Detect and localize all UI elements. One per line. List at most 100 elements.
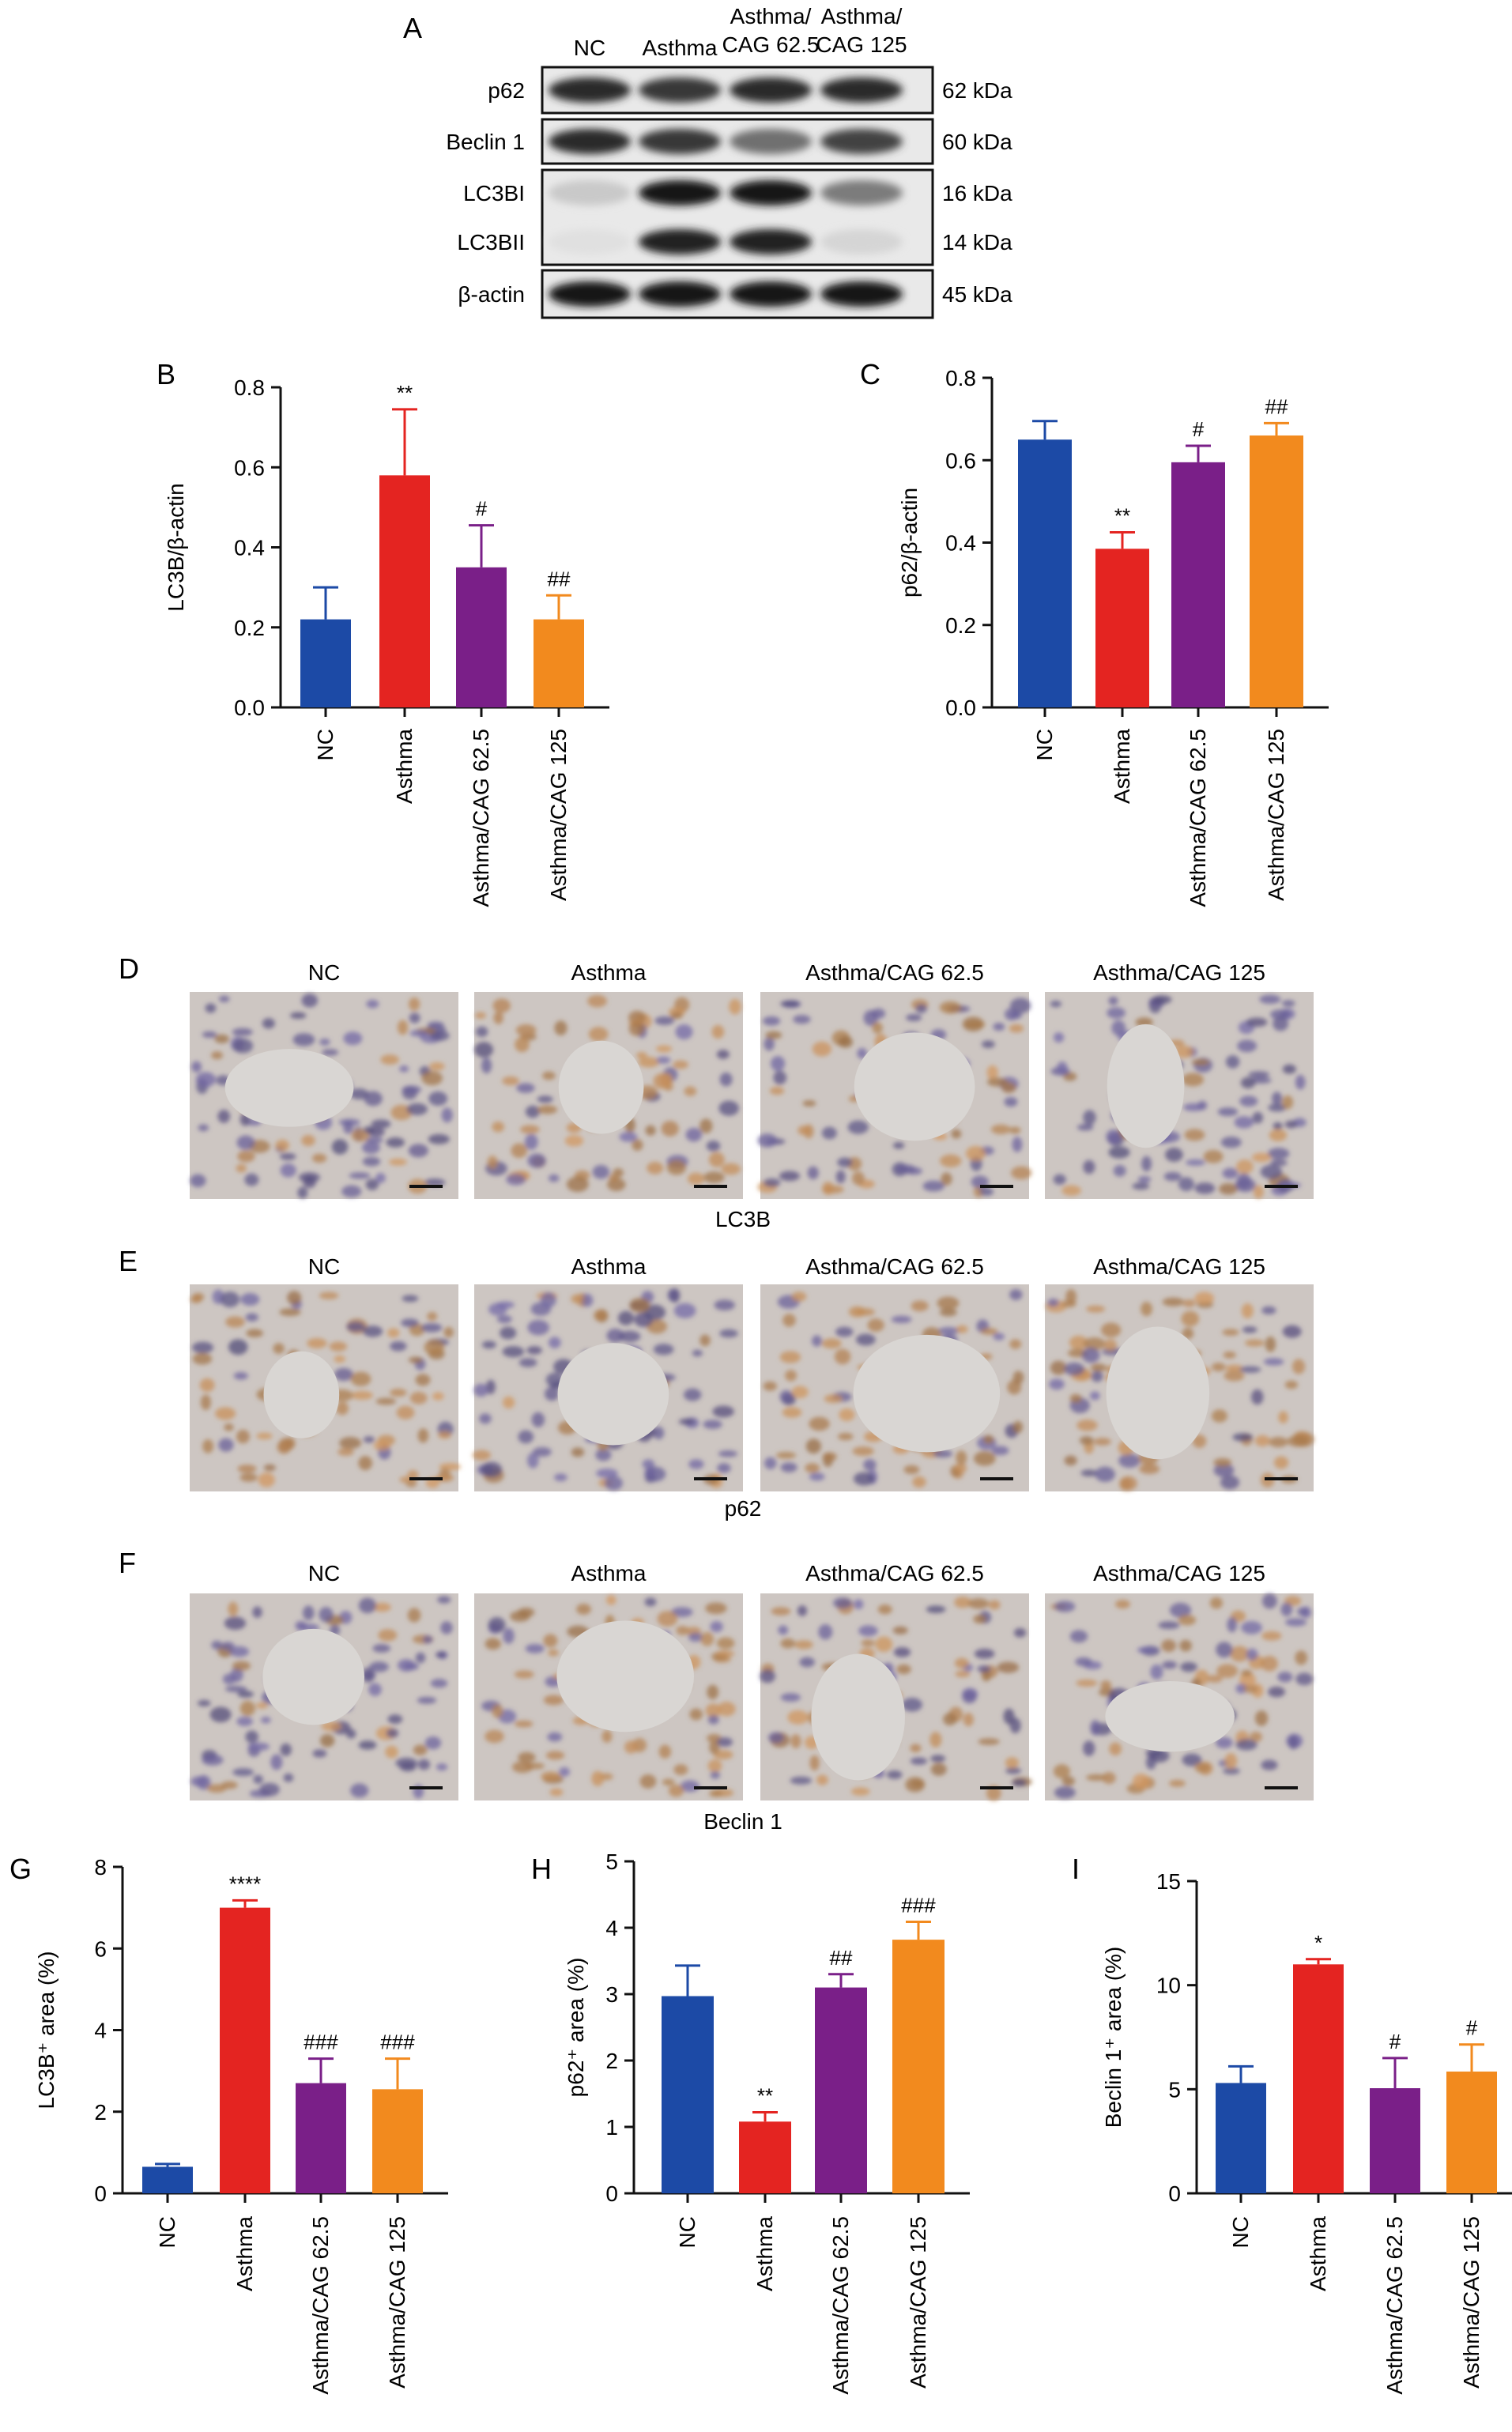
bar xyxy=(220,1907,270,2193)
ihc-stain-caption: Beclin 1 xyxy=(703,1809,782,1834)
panel-letter-h: H xyxy=(531,1853,552,1885)
panel-letter-c: C xyxy=(860,358,880,390)
ihc-scale-bar xyxy=(1265,1185,1298,1188)
y-tick-label: 4 xyxy=(605,1916,618,1940)
chart-c: 0.0 0.2 0.4 0.6 0.8 p62/β-actin NC ** Asthma # Ast… xyxy=(897,366,1329,907)
x-tick-label: NC xyxy=(155,2216,179,2248)
chart-i: 0 5 10 15 Beclin 1⁺ area (%) NC * Asthma # Asthma… xyxy=(1101,1869,1512,2395)
y-axis-label: Beclin 1⁺ area (%) xyxy=(1101,1947,1126,2128)
bar xyxy=(1370,2088,1420,2193)
significance-mark: ## xyxy=(830,1946,853,1970)
x-tick-label: Asthma/CAG 125 xyxy=(385,2216,409,2389)
significance-mark: ### xyxy=(304,2030,338,2054)
x-tick-label: Asthma/CAG 62.5 xyxy=(828,2216,853,2395)
blot-band xyxy=(549,281,631,307)
blot-band xyxy=(639,129,721,154)
ihc-airway-lumen xyxy=(853,1334,1001,1453)
chart-b: 0.0 0.2 0.4 0.6 0.8 LC3B/β-actin NC ** Asthma # As… xyxy=(164,375,609,907)
y-tick-label: 0.6 xyxy=(234,455,265,480)
bar xyxy=(1171,462,1225,707)
bar xyxy=(1216,2083,1266,2193)
panel-letter-i: I xyxy=(1072,1853,1080,1885)
significance-mark: ** xyxy=(1114,503,1130,527)
x-tick-label: Asthma/CAG 62.5 xyxy=(1382,2216,1407,2395)
blot-protein-label: p62 xyxy=(488,78,525,103)
panel-letter-e: E xyxy=(119,1245,138,1277)
y-tick-label: 0.8 xyxy=(234,375,265,400)
x-tick-label: Asthma xyxy=(1110,729,1134,804)
y-tick-label: 0.2 xyxy=(945,613,976,638)
blot-kda-label: 62 kDa xyxy=(942,78,1012,103)
y-tick-label: 5 xyxy=(1168,2077,1181,2102)
bar xyxy=(372,2089,423,2193)
significance-mark: ** xyxy=(397,381,413,405)
y-tick-label: 0.0 xyxy=(234,696,265,720)
blot-protein-label: LC3BI xyxy=(463,181,525,205)
x-tick-label: Asthma/CAG 125 xyxy=(1459,2216,1484,2389)
significance-mark: ## xyxy=(1265,394,1288,418)
y-axis-label: p62/β-actin xyxy=(897,488,922,598)
y-tick-label: 0.4 xyxy=(234,536,265,560)
ihc-scale-bar xyxy=(694,1786,727,1789)
bar xyxy=(739,2121,791,2193)
ihc-scale-bar xyxy=(980,1185,1013,1188)
x-tick-label: Asthma/CAG 125 xyxy=(906,2216,930,2389)
y-tick-label: 2 xyxy=(94,2100,107,2125)
ihc-scale-bar xyxy=(980,1786,1013,1789)
bar-charts: 0.0 0.2 0.4 0.6 0.8 LC3B/β-actin NC ** Asthma # As… xyxy=(34,366,1512,2395)
ihc-airway-lumen xyxy=(854,1032,975,1141)
blot-protein-label: β-actin xyxy=(458,282,525,307)
ihc-group-label: Asthma xyxy=(571,960,647,985)
x-tick-label: Asthma xyxy=(752,2216,777,2291)
x-tick-label: Asthma xyxy=(392,729,417,804)
bar xyxy=(296,2083,346,2193)
blot-band xyxy=(820,180,903,205)
y-tick-label: 1 xyxy=(605,2115,618,2140)
blot-kda-label: 16 kDa xyxy=(942,181,1012,205)
blot-band xyxy=(820,229,903,255)
ihc-group-label: Asthma/CAG 62.5 xyxy=(805,960,984,985)
blot-band xyxy=(730,77,812,103)
ihc-scale-bar xyxy=(980,1477,1013,1480)
significance-mark: # xyxy=(1389,2030,1401,2053)
ihc-stain-caption: LC3B xyxy=(715,1207,771,1231)
y-tick-label: 0.4 xyxy=(945,531,976,556)
y-tick-label: 0.2 xyxy=(234,616,265,640)
ihc-airway-lumen xyxy=(1107,1024,1185,1148)
x-tick-label: Asthma xyxy=(1306,2216,1330,2291)
blot-kda-label: 14 kDa xyxy=(942,230,1012,255)
x-tick-label: Asthma xyxy=(232,2216,257,2291)
ihc-airway-lumen xyxy=(558,1040,644,1134)
x-tick-label: Asthma/CAG 62.5 xyxy=(1186,729,1210,907)
ihc-group-label: NC xyxy=(308,1254,340,1279)
ihc-airway-lumen xyxy=(1105,1681,1235,1752)
ihc-scale-bar xyxy=(409,1477,443,1480)
significance-mark: # xyxy=(1466,2016,1478,2040)
blot-band xyxy=(820,281,903,307)
blot-lane-label: Asthma/CAG 62.5 xyxy=(722,4,820,57)
significance-mark: # xyxy=(1193,417,1205,441)
ihc-group-label: Asthma/CAG 125 xyxy=(1093,960,1265,985)
significance-mark: # xyxy=(476,497,488,521)
ihc-scale-bar xyxy=(1265,1786,1298,1789)
ihc-group-label: NC xyxy=(308,1561,340,1586)
bar xyxy=(300,619,351,707)
x-tick-label: Asthma/CAG 62.5 xyxy=(308,2216,333,2395)
bar xyxy=(142,2166,193,2193)
significance-mark: **** xyxy=(229,1872,261,1895)
ihc-scale-bar xyxy=(409,1786,443,1789)
bar xyxy=(1293,1964,1344,2193)
ihc-scale-bar xyxy=(409,1185,443,1188)
x-tick-label: NC xyxy=(1032,729,1057,760)
ihc-scale-bar xyxy=(694,1477,727,1480)
blot-lane-label: Asthma xyxy=(643,36,718,60)
x-tick-label: Asthma/CAG 62.5 xyxy=(469,729,493,907)
significance-mark: * xyxy=(1314,1931,1322,1955)
ihc-group-label: Asthma/CAG 62.5 xyxy=(805,1561,984,1586)
significance-mark: ## xyxy=(548,567,571,590)
y-axis-label: LC3B⁺ area (%) xyxy=(34,1951,58,2110)
blot-kda-label: 45 kDa xyxy=(942,282,1012,307)
significance-mark: ### xyxy=(901,1893,936,1917)
